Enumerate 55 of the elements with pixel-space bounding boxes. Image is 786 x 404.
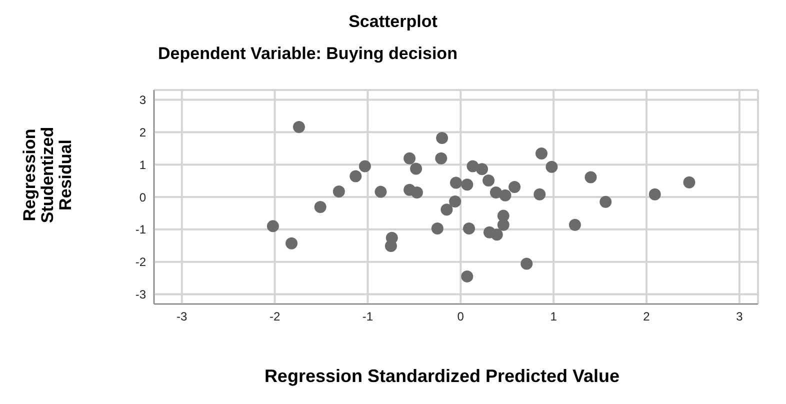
point — [314, 201, 326, 214]
x-axis-title: Regression Standardized Predicted Value — [263, 366, 621, 387]
x-tick-label: 0 — [457, 310, 464, 324]
x-tick-label: -3 — [176, 310, 188, 324]
point — [350, 170, 362, 182]
point — [332, 185, 345, 198]
y-tick-label: 3 — [139, 92, 146, 107]
point — [450, 176, 462, 189]
point — [508, 180, 521, 193]
x-tick-label: -1 — [362, 310, 374, 324]
point — [476, 163, 488, 176]
y-axis-title: Regression Studentized Residual — [20, 126, 75, 226]
point — [482, 174, 495, 186]
y-tick-label: -2 — [135, 255, 146, 270]
y-tick-label: -1 — [135, 222, 146, 237]
point — [600, 196, 612, 208]
point — [461, 178, 474, 191]
chart-title: Scatterplot — [348, 12, 438, 32]
point — [490, 228, 503, 241]
point — [292, 120, 305, 133]
y-tick-label: 0 — [139, 190, 146, 204]
point — [466, 160, 479, 172]
x-tick-label: 2 — [643, 310, 650, 324]
point — [358, 160, 371, 172]
point — [410, 162, 422, 175]
point — [534, 188, 546, 200]
point — [520, 258, 533, 270]
point — [435, 152, 448, 164]
y-tick-label: 1 — [139, 158, 146, 172]
point — [440, 204, 453, 216]
point — [648, 188, 661, 200]
x-tick-label: -2 — [269, 310, 280, 324]
point — [266, 220, 279, 232]
point — [535, 148, 548, 160]
point — [499, 189, 512, 202]
point — [461, 270, 474, 282]
x-tick-label: 1 — [550, 310, 558, 324]
point — [449, 196, 462, 208]
point — [568, 218, 581, 231]
point — [286, 237, 298, 250]
point — [546, 160, 558, 173]
point — [497, 218, 510, 231]
point — [431, 222, 444, 234]
point — [490, 186, 502, 198]
point — [374, 186, 387, 198]
point — [683, 176, 696, 188]
y-tick-label: 2 — [139, 125, 146, 140]
y-tick-label: -3 — [135, 288, 146, 302]
point — [436, 132, 448, 144]
point — [410, 186, 423, 198]
point — [463, 222, 476, 234]
point — [404, 152, 416, 164]
x-tick-label: 3 — [736, 310, 744, 324]
chart-subtitle: Dependent Variable: Buying decision — [158, 44, 458, 64]
point — [584, 171, 597, 184]
